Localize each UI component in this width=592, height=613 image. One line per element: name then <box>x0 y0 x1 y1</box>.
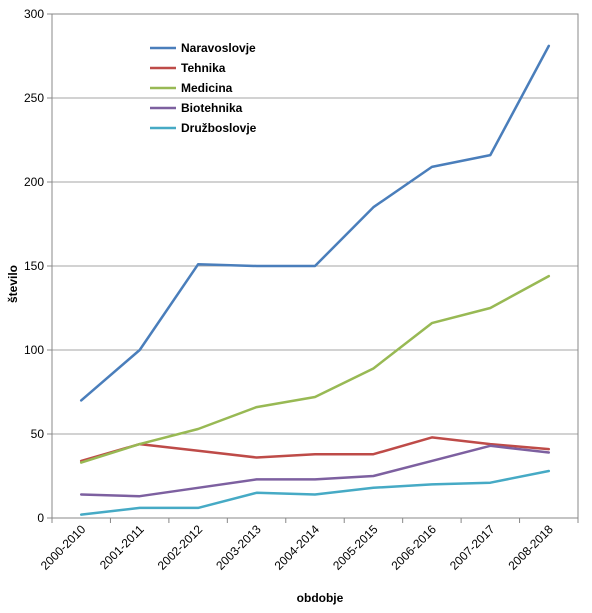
legend-label: Družboslovje <box>181 121 257 135</box>
legend-label: Tehnika <box>181 61 226 75</box>
series-line-naravoslovje <box>79 44 551 402</box>
series-line-tehnika <box>79 436 551 463</box>
x-tick-label: 2003-2013 <box>213 522 264 573</box>
x-axis-title: obdobje <box>297 591 344 605</box>
series-line-biotehnika <box>79 444 551 498</box>
x-tick-label: 2002-2012 <box>155 522 206 573</box>
y-tick-label: 50 <box>31 427 45 441</box>
y-tick-label: 200 <box>24 175 44 189</box>
x-tick-label: 2001-2011 <box>97 522 147 572</box>
y-tick-label: 100 <box>24 343 44 357</box>
x-tick-label: 2006-2016 <box>389 522 440 573</box>
y-tick-label: 0 <box>37 511 44 525</box>
y-tick-label: 150 <box>24 259 44 273</box>
y-tick-label: 300 <box>24 7 44 21</box>
legend: Naravoslovje Tehnika Medicina Biotehnika Dru… <box>150 41 257 135</box>
y-tick-label: 250 <box>24 91 44 105</box>
legend-label: Naravoslovje <box>181 41 256 55</box>
gridlines <box>52 13 578 435</box>
x-tick-label: 2008-2018 <box>505 522 556 573</box>
series-line-družboslovje <box>79 469 551 516</box>
x-tick-label: 2000-2010 <box>38 522 89 573</box>
y-axis-title: število <box>6 265 20 303</box>
legend-label: Biotehnika <box>181 101 243 115</box>
series-lines <box>79 44 551 516</box>
legend-label: Medicina <box>181 81 233 95</box>
y-axis-ticks: 0 50 100 150 200 250 300 <box>24 7 52 525</box>
series-line-medicina <box>79 274 551 464</box>
x-tick-label: 2007-2017 <box>447 522 498 573</box>
x-tick-label: 2005-2015 <box>330 522 381 573</box>
x-tick-label: 2004-2014 <box>272 522 323 573</box>
x-axis-ticks: 2000-2010 2001-2011 2002-2012 2003-2013 2004… <box>38 518 579 573</box>
